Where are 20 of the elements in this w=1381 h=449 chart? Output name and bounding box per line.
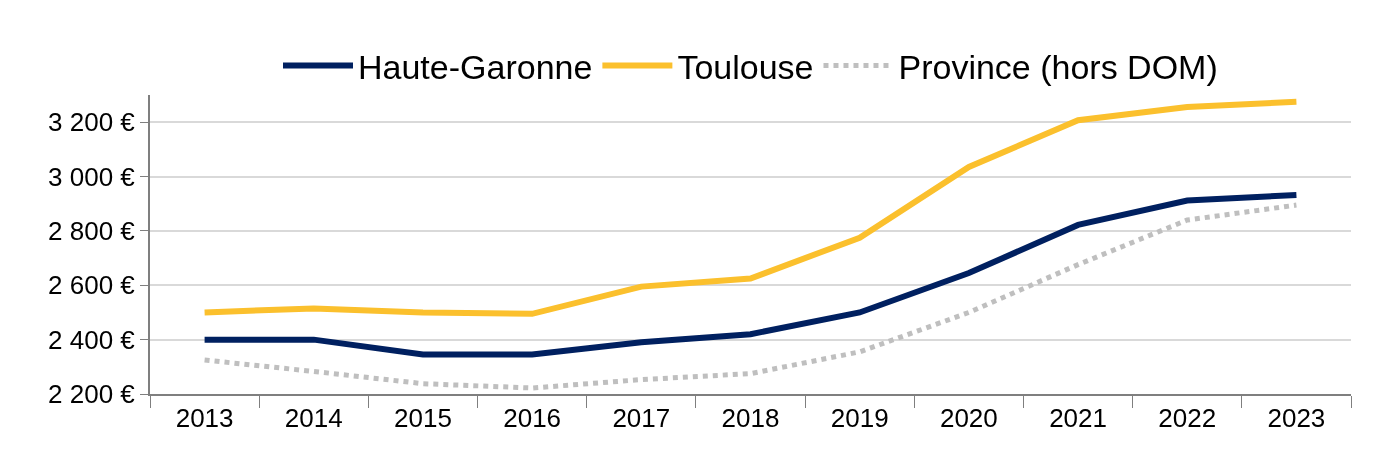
y-tick-label: 2 800 € xyxy=(48,216,136,247)
y-tick-label: 2 200 € xyxy=(48,379,136,410)
x-tick-label: 2017 xyxy=(612,403,671,434)
y-tick-label: 2 600 € xyxy=(48,270,136,301)
y-tick-label: 3 200 € xyxy=(48,107,136,138)
x-tick-label: 2018 xyxy=(721,403,780,434)
legend-label: Province (hors DOM) xyxy=(898,47,1218,86)
x-tick-label: 2022 xyxy=(1158,403,1217,434)
x-tick-label: 2023 xyxy=(1267,403,1326,434)
y-tick-label: 2 400 € xyxy=(48,324,136,355)
legend-label: Haute-Garonne xyxy=(358,47,593,86)
x-tick-label: 2021 xyxy=(1049,403,1107,434)
x-tick-label: 2015 xyxy=(394,403,452,434)
y-tick-label: 3 000 € xyxy=(48,161,136,192)
x-tick-label: 2013 xyxy=(175,403,234,434)
x-tick-label: 2020 xyxy=(939,403,998,434)
x-tick-label: 2014 xyxy=(284,403,343,434)
legend-label: Toulouse xyxy=(677,47,814,86)
x-tick-label: 2019 xyxy=(830,403,889,434)
x-tick-label: 2016 xyxy=(503,403,562,434)
